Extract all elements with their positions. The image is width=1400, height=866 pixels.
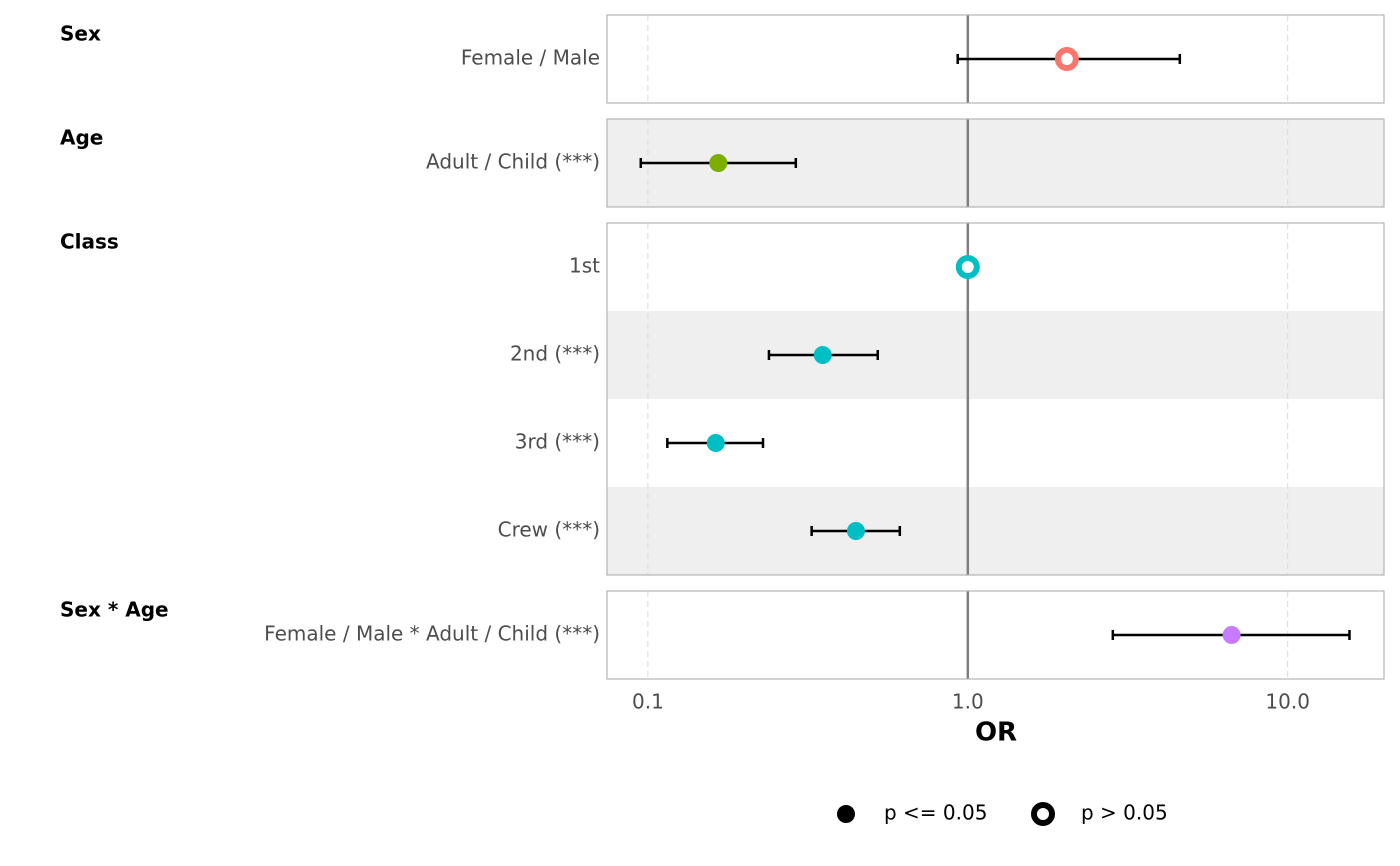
point xyxy=(709,154,728,172)
row-label: 2nd (***) xyxy=(510,342,600,366)
row-band xyxy=(607,487,1384,575)
point xyxy=(846,522,865,540)
group-label: Age xyxy=(60,126,103,150)
point xyxy=(955,255,980,279)
point xyxy=(1222,626,1241,644)
group-label: Sex xyxy=(60,22,101,46)
panel-border xyxy=(606,118,1385,208)
legend-marker xyxy=(1031,802,1055,826)
row-label: Crew (***) xyxy=(498,518,600,542)
legend-label: p <= 0.05 xyxy=(884,801,987,825)
panel-border xyxy=(606,14,1385,104)
point xyxy=(1054,47,1079,71)
row-label: 1st xyxy=(569,254,600,278)
x-tick-label: 0.1 xyxy=(632,690,664,714)
row-label: 3rd (***) xyxy=(515,430,600,454)
point xyxy=(813,346,832,364)
group-label: Class xyxy=(60,230,119,254)
row-label: Adult / Child (***) xyxy=(426,150,600,174)
x-tick-label: 10.0 xyxy=(1265,690,1310,714)
legend-label: p > 0.05 xyxy=(1081,801,1168,825)
x-tick-label: 1.0 xyxy=(952,690,984,714)
group-label: Sex * Age xyxy=(60,598,169,622)
row-label: Female / Male * Adult / Child (***) xyxy=(264,622,600,646)
x-axis-label: OR xyxy=(975,718,1017,748)
panel-border xyxy=(606,590,1385,680)
point xyxy=(706,434,725,452)
row-label: Female / Male xyxy=(461,46,600,70)
panel-border xyxy=(606,222,1385,576)
legend-marker xyxy=(837,805,855,823)
row-band xyxy=(607,311,1384,399)
